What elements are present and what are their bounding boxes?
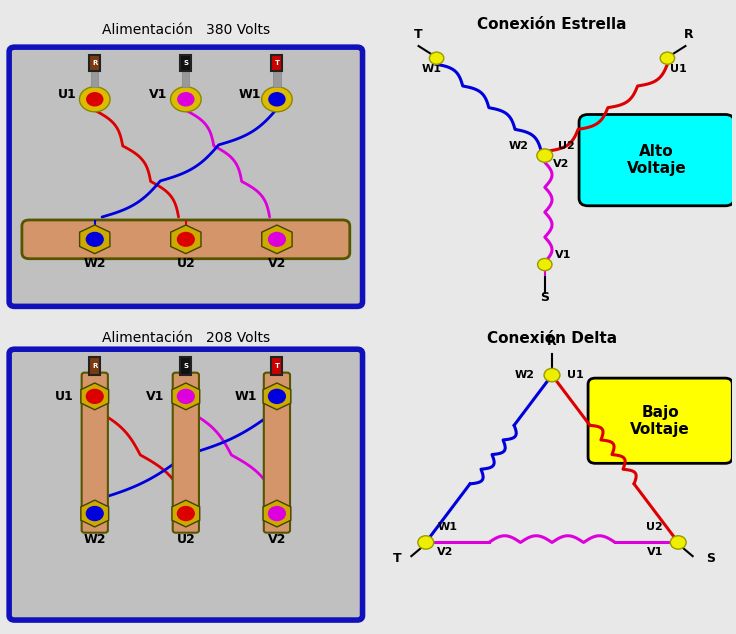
Circle shape xyxy=(544,368,560,382)
Circle shape xyxy=(177,389,194,403)
Text: U2: U2 xyxy=(558,141,575,152)
Text: T: T xyxy=(275,60,280,66)
Polygon shape xyxy=(262,225,292,254)
FancyBboxPatch shape xyxy=(272,55,283,71)
FancyBboxPatch shape xyxy=(180,357,191,375)
Circle shape xyxy=(79,87,110,112)
Text: U2: U2 xyxy=(177,257,195,269)
Text: W2: W2 xyxy=(83,533,106,546)
FancyBboxPatch shape xyxy=(273,71,280,87)
Circle shape xyxy=(86,507,103,521)
Circle shape xyxy=(269,389,286,403)
Circle shape xyxy=(269,233,286,246)
Text: U1: U1 xyxy=(58,88,77,101)
Circle shape xyxy=(660,52,675,64)
Circle shape xyxy=(171,87,201,112)
Text: V2: V2 xyxy=(268,533,286,546)
Circle shape xyxy=(429,52,444,64)
Circle shape xyxy=(418,536,434,549)
Circle shape xyxy=(177,233,194,246)
Text: R: R xyxy=(92,363,97,369)
FancyBboxPatch shape xyxy=(180,55,191,71)
Circle shape xyxy=(261,87,292,112)
Circle shape xyxy=(86,389,103,403)
FancyBboxPatch shape xyxy=(579,115,734,206)
FancyBboxPatch shape xyxy=(9,47,363,306)
Text: Conexión Estrella: Conexión Estrella xyxy=(477,17,627,32)
Text: U1: U1 xyxy=(670,64,687,74)
FancyBboxPatch shape xyxy=(89,55,100,71)
Circle shape xyxy=(537,149,553,162)
Text: T: T xyxy=(392,552,401,566)
Text: V1: V1 xyxy=(555,250,571,259)
Circle shape xyxy=(269,93,285,106)
Circle shape xyxy=(269,507,286,521)
Text: V1: V1 xyxy=(149,88,168,101)
Polygon shape xyxy=(171,225,201,254)
Text: Alimentación   380 Volts: Alimentación 380 Volts xyxy=(102,23,270,37)
Text: Bajo
Voltaje: Bajo Voltaje xyxy=(630,404,690,437)
Text: V2: V2 xyxy=(553,159,569,169)
Text: U1: U1 xyxy=(54,390,73,403)
Text: S: S xyxy=(706,552,715,566)
FancyBboxPatch shape xyxy=(82,373,108,533)
Text: Alto
Voltaje: Alto Voltaje xyxy=(627,144,687,176)
Text: Conexión Delta: Conexión Delta xyxy=(487,331,617,346)
Text: W1: W1 xyxy=(421,64,441,74)
Circle shape xyxy=(537,259,552,271)
Circle shape xyxy=(670,536,686,549)
Polygon shape xyxy=(81,500,109,527)
Polygon shape xyxy=(79,225,110,254)
Text: V2: V2 xyxy=(437,547,454,557)
Text: T: T xyxy=(414,29,423,41)
Text: W1: W1 xyxy=(238,88,261,101)
Text: T: T xyxy=(275,363,280,369)
Text: U2: U2 xyxy=(177,533,195,546)
Polygon shape xyxy=(172,500,199,527)
Text: W2: W2 xyxy=(509,141,529,152)
Circle shape xyxy=(86,233,103,246)
Text: Alimentación   208 Volts: Alimentación 208 Volts xyxy=(102,331,270,345)
Text: W2: W2 xyxy=(83,257,106,269)
Polygon shape xyxy=(81,383,109,410)
Text: V2: V2 xyxy=(268,257,286,269)
Text: W2: W2 xyxy=(515,370,535,380)
FancyBboxPatch shape xyxy=(183,71,189,87)
Text: S: S xyxy=(540,291,549,304)
Text: S: S xyxy=(183,60,188,66)
Text: R: R xyxy=(547,335,557,347)
FancyBboxPatch shape xyxy=(22,220,350,259)
Circle shape xyxy=(178,93,194,106)
Text: U2: U2 xyxy=(646,522,663,532)
Polygon shape xyxy=(263,383,291,410)
Circle shape xyxy=(87,93,103,106)
FancyBboxPatch shape xyxy=(9,349,363,620)
FancyBboxPatch shape xyxy=(588,378,732,463)
Text: W1: W1 xyxy=(235,390,257,403)
Text: V1: V1 xyxy=(146,390,164,403)
FancyBboxPatch shape xyxy=(173,373,199,533)
FancyBboxPatch shape xyxy=(272,357,283,375)
Text: R: R xyxy=(684,29,694,41)
Text: S: S xyxy=(183,363,188,369)
Polygon shape xyxy=(263,500,291,527)
Text: V1: V1 xyxy=(647,547,663,557)
Circle shape xyxy=(177,507,194,521)
FancyBboxPatch shape xyxy=(91,71,99,87)
Text: R: R xyxy=(92,60,97,66)
FancyBboxPatch shape xyxy=(263,373,290,533)
Text: W1: W1 xyxy=(437,522,457,532)
FancyBboxPatch shape xyxy=(89,357,100,375)
Polygon shape xyxy=(172,383,199,410)
Text: U1: U1 xyxy=(567,370,584,380)
